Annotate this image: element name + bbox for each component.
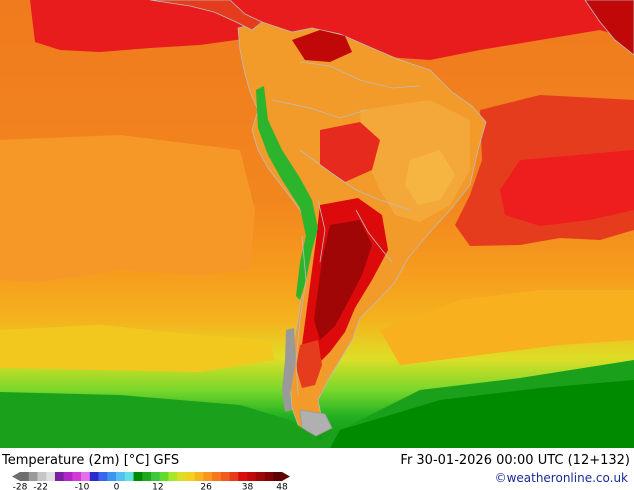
legend-tick-label: 12 <box>152 483 163 490</box>
legend-tick-label: -10 <box>75 483 90 490</box>
legend-swatch <box>159 472 169 481</box>
hottest-zone-argentina <box>314 220 372 340</box>
legend-swatch <box>151 472 161 481</box>
legend-swatch <box>81 472 91 481</box>
legend-swatch <box>72 472 82 481</box>
legend-tick-label: 38 <box>242 483 254 490</box>
legend-tick-label: 26 <box>200 483 212 490</box>
legend-swatch <box>264 472 274 481</box>
legend-swatch <box>229 472 239 481</box>
legend-swatch <box>220 472 230 481</box>
legend-swatch <box>98 472 108 481</box>
map-title: Temperature (2m) [°C] GFS <box>2 453 180 468</box>
hot-zone-colombia <box>292 30 352 62</box>
legend-tick-label: 0 <box>114 483 120 490</box>
legend-tick-label: -22 <box>33 483 48 490</box>
warm-band-north <box>30 0 634 60</box>
legend-arrow-left <box>12 472 20 481</box>
legend-swatch <box>63 472 73 481</box>
legend-swatch <box>247 472 257 481</box>
legend-tick-label: -28 <box>13 483 28 490</box>
legend-swatch <box>46 472 56 481</box>
hot-zone-amazon <box>320 122 380 182</box>
legend-swatch <box>89 472 99 481</box>
legend-swatch <box>28 472 38 481</box>
legend-swatch <box>20 472 30 481</box>
legend-swatch <box>194 472 204 481</box>
color-scale-legend: -28 -22 -10 0 12 26 38 48 <box>12 472 290 490</box>
andes-cold-strip <box>256 86 318 300</box>
country-borders <box>271 61 421 396</box>
africa-edge <box>584 0 634 56</box>
legend-swatch <box>116 472 126 481</box>
warm-core-atlantic <box>500 150 634 226</box>
legend-tick-label: 48 <box>276 483 288 490</box>
temperature-map <box>0 0 634 448</box>
legend-swatch <box>107 472 117 481</box>
legend-swatch <box>54 472 64 481</box>
legend-swatch <box>142 472 152 481</box>
legend-swatch <box>238 472 248 481</box>
legend-swatch <box>212 472 222 481</box>
southern-ocean-colder <box>330 380 634 448</box>
central-america <box>149 0 263 31</box>
andes-grey-strip <box>282 328 296 412</box>
forecast-datetime: Fr 30-01-2026 00:00 UTC (12+132) <box>400 453 630 468</box>
legend-swatch <box>37 472 47 481</box>
brazil-cool-patch <box>405 150 455 205</box>
legend-arrow-right <box>282 472 290 481</box>
legend-swatch <box>255 472 265 481</box>
legend-swatch <box>273 472 283 481</box>
legend-swatch <box>168 472 178 481</box>
ocean-orange-west <box>0 135 255 282</box>
map-footer: Temperature (2m) [°C] GFS Fr 30-01-2026 … <box>0 448 634 490</box>
ocean-yellow-south-west <box>0 325 275 372</box>
legend-swatch <box>203 472 213 481</box>
legend-swatch <box>133 472 143 481</box>
ocean-yellow-south-east <box>380 290 634 365</box>
legend-swatch <box>124 472 134 481</box>
credit-link[interactable]: ©weatheronline.co.uk <box>494 471 628 485</box>
legend-swatch <box>177 472 187 481</box>
hot-zone-patagonia <box>296 340 322 388</box>
legend-swatch <box>185 472 195 481</box>
tierra-del-fuego <box>299 409 333 437</box>
